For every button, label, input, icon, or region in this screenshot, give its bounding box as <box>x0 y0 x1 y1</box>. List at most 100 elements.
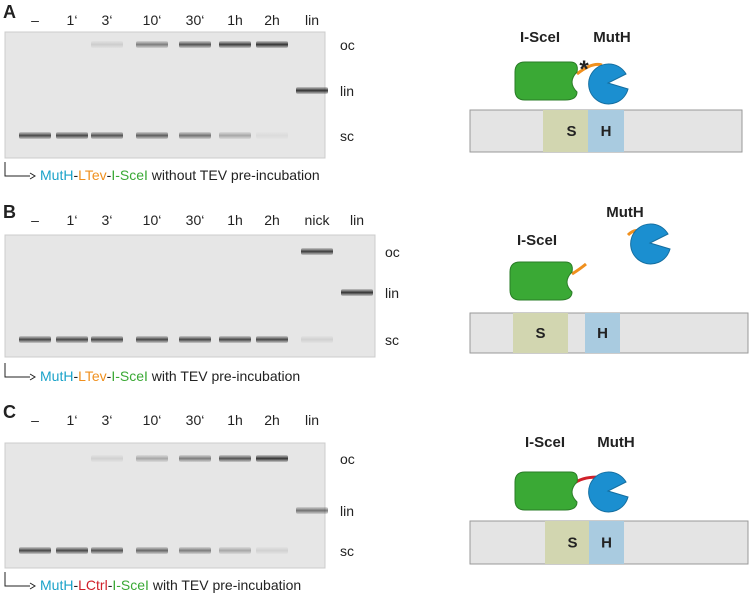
gel-band <box>219 336 251 343</box>
lane-label: lin <box>350 212 364 228</box>
caption-part: with TEV pre-incubation <box>149 577 301 593</box>
caption-part: MutH <box>40 368 73 384</box>
gel-band <box>19 547 51 554</box>
cleavage-mark: * <box>579 56 589 83</box>
lane-label: 1h <box>227 212 243 228</box>
lane-label: – <box>31 12 39 28</box>
band-label: sc <box>385 332 399 348</box>
lane-label: 2h <box>264 12 280 28</box>
caption-part: - <box>73 368 78 384</box>
caption: MutH-LTev-I-SceI with TEV pre-incubation <box>40 368 300 384</box>
caption-part: without TEV pre-incubation <box>148 167 320 183</box>
gel-band <box>219 132 251 139</box>
lane-label: 2h <box>264 212 280 228</box>
lane-label: 10‘ <box>143 412 162 428</box>
panel-label: A <box>3 2 16 22</box>
caption: MutH-LTev-I-SceI without TEV pre-incubat… <box>40 167 320 183</box>
caption-part: MutH <box>40 577 73 593</box>
lane-label: 30‘ <box>186 412 205 428</box>
muth-protein <box>630 223 671 265</box>
site-h <box>585 313 620 353</box>
lane-label: 30‘ <box>186 12 205 28</box>
caption-part: - <box>107 368 112 384</box>
lane-label: 10‘ <box>143 12 162 28</box>
gel-band <box>296 507 328 514</box>
gel-band <box>91 41 123 48</box>
gel-band <box>136 41 168 48</box>
linker <box>571 262 587 276</box>
gel-band <box>301 248 333 255</box>
site-h <box>589 521 624 564</box>
lane-label: 3‘ <box>102 212 113 228</box>
i-scei-protein <box>509 261 573 301</box>
caption-part: I-SceI <box>111 167 148 183</box>
gel-band <box>179 455 211 462</box>
caption-arrow <box>4 572 30 587</box>
caption-arrow <box>4 363 30 378</box>
site-h <box>588 110 624 152</box>
gel-band <box>219 547 251 554</box>
lane-label: 1h <box>227 12 243 28</box>
lane-label: nick <box>305 212 331 228</box>
gel-band <box>219 455 251 462</box>
caption-part: - <box>73 577 78 593</box>
caption-part: - <box>107 167 112 183</box>
gel-band <box>256 455 288 462</box>
gel-band <box>256 41 288 48</box>
caption-part: - <box>73 167 78 183</box>
i-scei-protein <box>514 471 578 511</box>
gel-band <box>19 336 51 343</box>
gel-band <box>91 547 123 554</box>
lane-label: – <box>31 212 39 228</box>
gel-band <box>19 132 51 139</box>
gel-band <box>91 336 123 343</box>
lane-label: lin <box>305 12 319 28</box>
caption-arrowhead <box>29 373 36 381</box>
lane-label: – <box>31 412 39 428</box>
caption: MutH-LCtrl-I-SceI with TEV pre-incubatio… <box>40 577 301 593</box>
band-label: lin <box>340 503 354 519</box>
lane-label: 1h <box>227 412 243 428</box>
panel-label: C <box>3 402 16 422</box>
band-label: sc <box>340 128 354 144</box>
gel-band <box>136 547 168 554</box>
site-h-label: H <box>597 325 608 342</box>
caption-arrowhead <box>29 172 36 180</box>
caption-arrowhead <box>29 582 36 590</box>
lane-label: 1‘ <box>67 412 78 428</box>
gel-band <box>179 336 211 343</box>
gel-band <box>256 132 288 139</box>
nicker-label: MutH <box>593 29 631 46</box>
lane-label: lin <box>305 412 319 428</box>
band-label: oc <box>340 451 355 467</box>
caption-part: LCtrl <box>78 577 108 593</box>
muth-protein <box>588 63 629 105</box>
site-s-label: S <box>535 325 545 342</box>
lane-label: 10‘ <box>143 212 162 228</box>
caption-part: with TEV pre-incubation <box>148 368 300 384</box>
site-h-label: H <box>601 535 612 552</box>
lane-label: 2h <box>264 412 280 428</box>
caption-arrow <box>4 162 30 177</box>
gel-band <box>341 289 373 296</box>
site-s-label: S <box>567 535 577 552</box>
gel-band <box>179 547 211 554</box>
band-label: oc <box>340 37 355 53</box>
panel-label: B <box>3 202 16 222</box>
site-s <box>513 313 568 353</box>
gel-band <box>56 132 88 139</box>
gel-band <box>56 547 88 554</box>
caption-part: I-SceI <box>112 577 149 593</box>
lane-label: 30‘ <box>186 212 205 228</box>
gel-band <box>179 41 211 48</box>
gel-band <box>301 336 333 343</box>
muth-protein <box>588 471 629 513</box>
caption-part: I-SceI <box>111 368 148 384</box>
enzyme-label: I-SceI <box>520 29 560 46</box>
gel-band <box>256 547 288 554</box>
site-h-label: H <box>601 123 612 140</box>
gel-band <box>136 132 168 139</box>
lane-label: 3‘ <box>102 12 113 28</box>
lane-label: 1‘ <box>67 12 78 28</box>
